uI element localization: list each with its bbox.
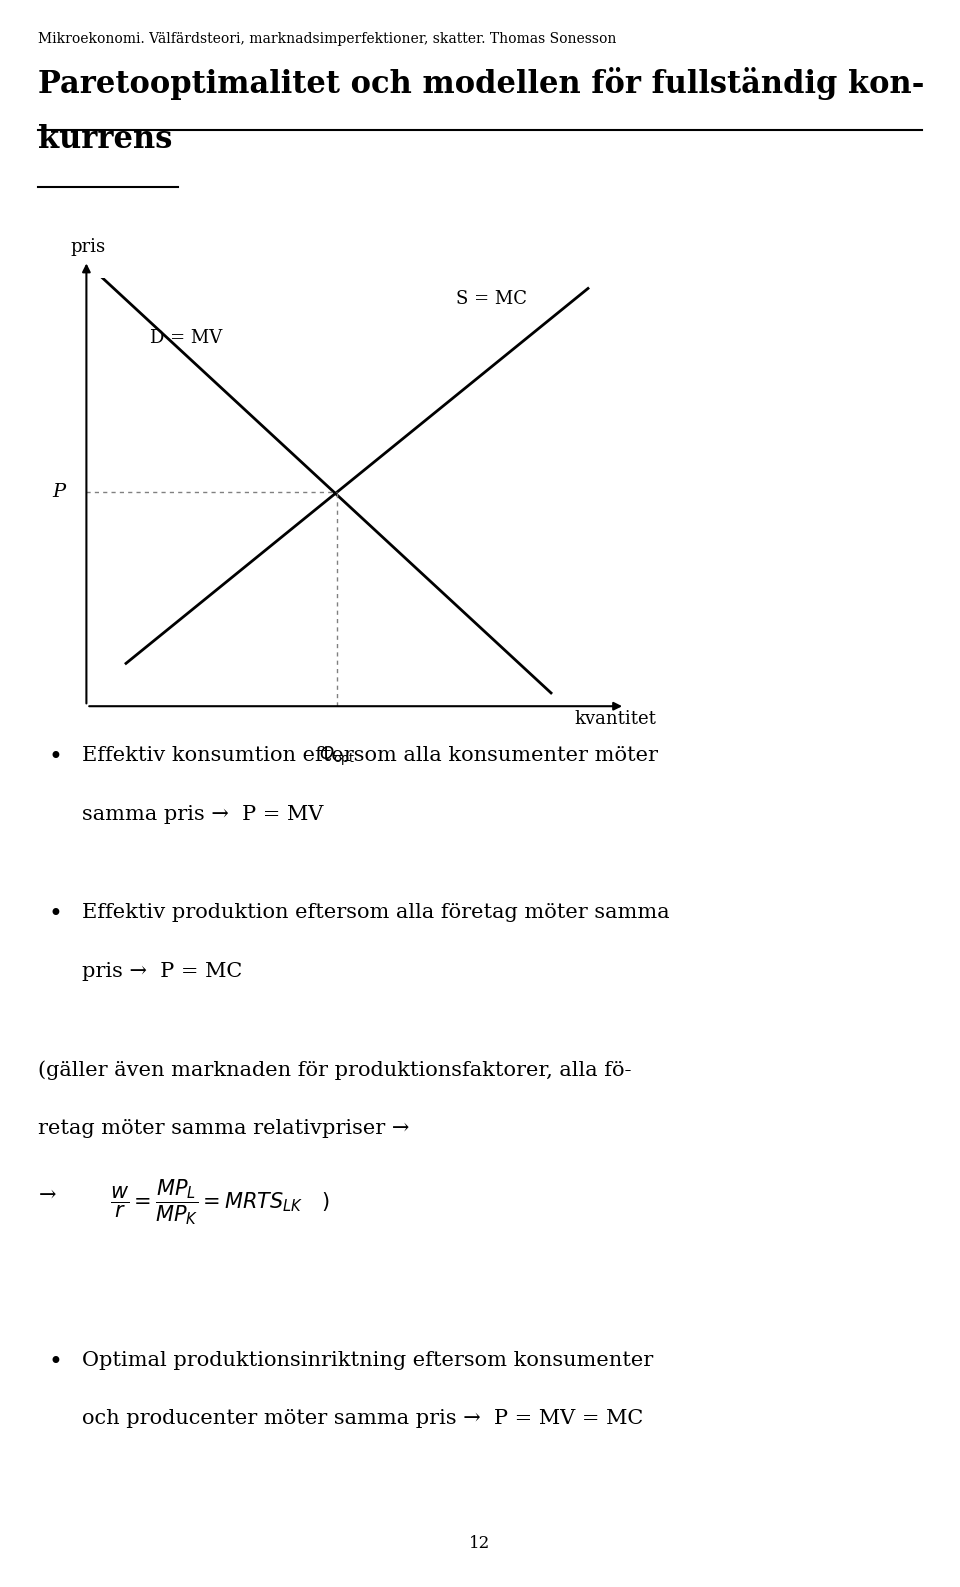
- Text: P: P: [52, 482, 65, 501]
- Text: •: •: [48, 1351, 61, 1373]
- Text: pris →  P = MC: pris → P = MC: [82, 962, 242, 981]
- Text: samma pris →  P = MV: samma pris → P = MV: [82, 805, 323, 824]
- Text: (gäller även marknaden för produktionsfaktorer, alla fö-: (gäller även marknaden för produktionsfa…: [38, 1060, 632, 1079]
- Text: •: •: [48, 903, 61, 925]
- Text: D = MV: D = MV: [150, 329, 222, 346]
- Text: →: →: [38, 1185, 56, 1205]
- Text: och producenter möter samma pris →  P = MV = MC: och producenter möter samma pris → P = M…: [82, 1409, 643, 1428]
- Text: $\dfrac{w}{r} = \dfrac{MP_L}{MP_K} = MRTS_{LK} \quad )$: $\dfrac{w}{r} = \dfrac{MP_L}{MP_K} = MRT…: [110, 1178, 330, 1227]
- Text: kvantitet: kvantitet: [575, 709, 657, 728]
- Text: 12: 12: [469, 1535, 491, 1552]
- Text: retag möter samma relativpriser →: retag möter samma relativpriser →: [38, 1119, 410, 1138]
- Text: Effektiv produktion eftersom alla företag möter samma: Effektiv produktion eftersom alla företa…: [82, 903, 669, 922]
- Text: Paretooptimalitet och modellen för fullständig kon-: Paretooptimalitet och modellen för fulls…: [38, 67, 924, 100]
- Text: kurrens: kurrens: [38, 124, 173, 156]
- Text: Effektiv konsumtion eftersom alla konsumenter möter: Effektiv konsumtion eftersom alla konsum…: [82, 746, 658, 765]
- Text: $Q_\mathrm{opt}$: $Q_\mathrm{opt}$: [319, 744, 355, 768]
- Text: Mikroekonomi. Välfärdsteori, marknadsimperfektioner, skatter. Thomas Sonesson: Mikroekonomi. Välfärdsteori, marknadsimp…: [38, 32, 616, 46]
- Text: S = MC: S = MC: [456, 290, 527, 308]
- Text: pris: pris: [70, 238, 106, 256]
- Text: Optimal produktionsinriktning eftersom konsumenter: Optimal produktionsinriktning eftersom k…: [82, 1351, 653, 1370]
- Text: •: •: [48, 746, 61, 768]
